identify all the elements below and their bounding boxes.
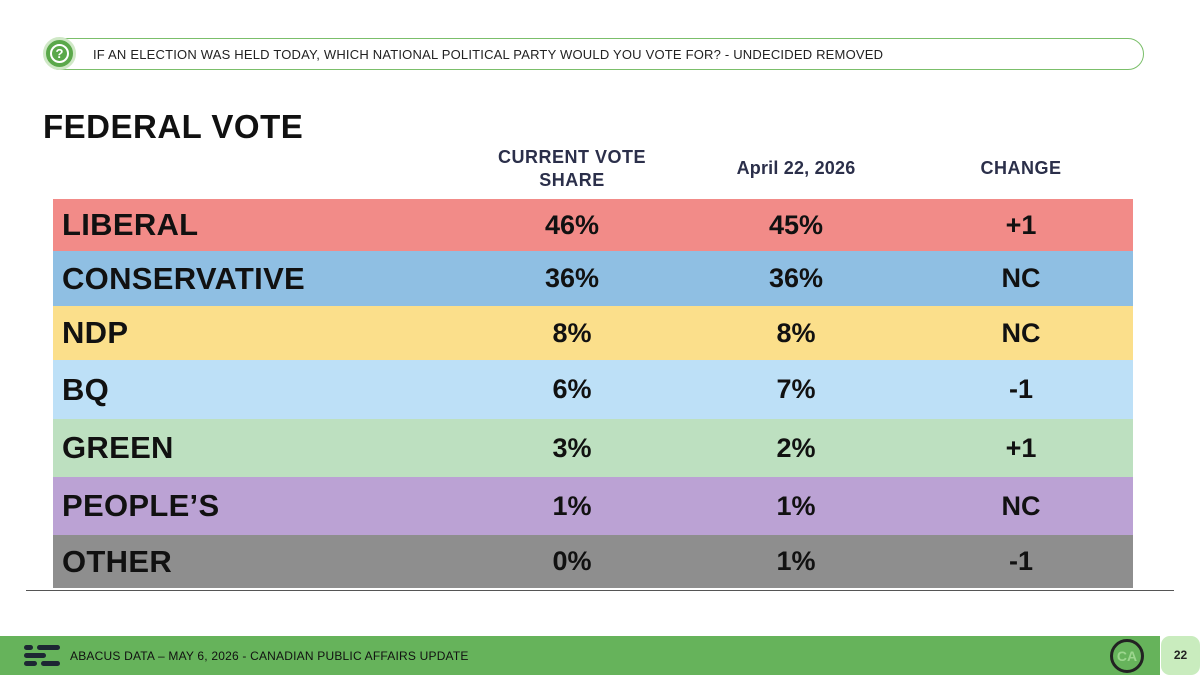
current-share-value: 8% <box>552 317 592 348</box>
previous-share-value: 7% <box>776 374 816 404</box>
ca-badge: CA <box>1110 639 1144 673</box>
question-mark-icon: ? <box>43 37 76 70</box>
previous-share-value: 1% <box>776 546 816 576</box>
current-share-value: 1% <box>552 490 592 521</box>
change-value: -1 <box>1008 374 1033 404</box>
previous-share-value: 8% <box>776 317 816 348</box>
change-value: -1 <box>1008 546 1033 576</box>
table-row: NDP 8% 8% NC <box>53 306 1133 360</box>
table-row: BQ 6% 7% -1 <box>53 360 1133 419</box>
abacus-logo-icon <box>24 645 60 672</box>
change-value: NC <box>1001 490 1041 521</box>
table-row: LIBERAL 46% 45% +1 <box>53 199 1133 251</box>
current-share-value: 6% <box>552 374 592 404</box>
question-text: IF AN ELECTION WAS HELD TODAY, WHICH NAT… <box>93 47 884 62</box>
table-row: CONSERVATIVE 36% 36% NC <box>53 251 1133 306</box>
footer-text: ABACUS DATA – MAY 6, 2026 - CANADIAN PUB… <box>70 649 469 663</box>
current-share-value: 3% <box>552 432 592 463</box>
current-share-value: 46% <box>544 209 600 240</box>
party-name: OTHER <box>62 543 172 579</box>
footer-bar: ABACUS DATA – MAY 6, 2026 - CANADIAN PUB… <box>0 636 1160 675</box>
question-banner: ? IF AN ELECTION WAS HELD TODAY, WHICH N… <box>43 37 1144 70</box>
party-name: CONSERVATIVE <box>62 260 306 296</box>
table-row: OTHER 0% 1% -1 <box>53 535 1133 588</box>
party-name: NDP <box>62 315 129 350</box>
previous-share-value: 1% <box>776 490 816 521</box>
slide-title: FEDERAL VOTE <box>43 108 304 145</box>
table-row: GREEN 3% 2% +1 <box>53 419 1133 477</box>
change-value: +1 <box>1005 209 1037 240</box>
previous-share-value: 45% <box>768 209 824 240</box>
previous-share-value: 36% <box>768 263 824 293</box>
change-value: NC <box>1001 263 1041 293</box>
column-header-current: CURRENT VOTE SHARE <box>497 147 646 190</box>
current-share-value: 0% <box>552 546 592 576</box>
column-header-previous: April 22, 2026 <box>736 158 856 178</box>
column-header-change: CHANGE <box>980 158 1062 178</box>
party-name: GREEN <box>62 430 174 465</box>
party-name: LIBERAL <box>62 207 199 242</box>
party-name: PEOPLE’S <box>62 488 220 523</box>
vote-table: LIBERAL 46% 45% +1 CONSERVATIVE 36% 36% NC NDP 8%… <box>53 199 1133 588</box>
footer-divider <box>26 590 1174 591</box>
change-value: +1 <box>1005 432 1037 463</box>
page-number: 22 <box>1161 636 1200 675</box>
table-row: PEOPLE’S 1% 1% NC <box>53 477 1133 535</box>
previous-share-value: 2% <box>776 432 816 463</box>
change-value: NC <box>1001 317 1041 348</box>
party-name: BQ <box>62 371 110 407</box>
current-share-value: 36% <box>544 263 600 293</box>
